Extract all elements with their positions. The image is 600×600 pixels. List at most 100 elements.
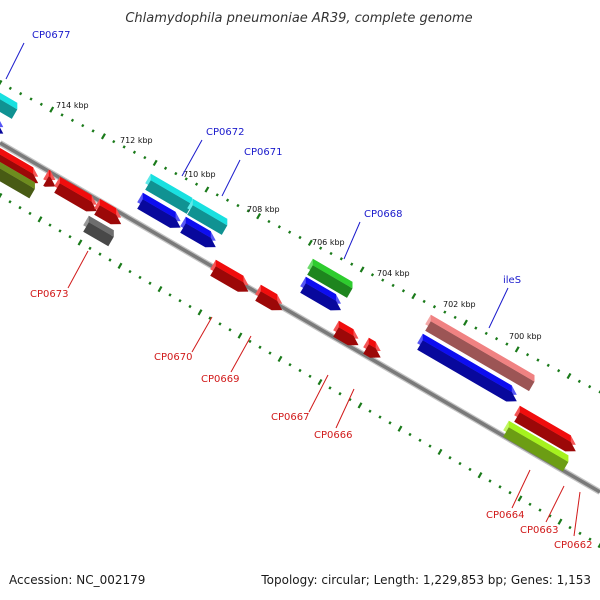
tick-mark [215,193,219,197]
tick-mark [381,278,385,282]
gene-arrow-side [210,266,249,292]
tick-mark [484,331,488,336]
tick-mark [178,299,182,303]
tick-mark [568,525,572,530]
tick-mark [432,305,437,309]
tick-mark [411,292,417,300]
tick-mark [163,166,168,170]
topology-summary: Topology: circular; Length: 1,229,853 bp… [261,573,591,587]
tick-mark [474,326,478,330]
tick-mark [188,304,192,309]
gene-arrow-face [215,259,244,283]
tick-mark [236,203,240,208]
tick-mark [194,182,199,186]
gene-arrow [514,405,576,452]
kbp-label: 708 kbp [247,205,280,214]
tick-mark [368,409,372,413]
tick-mark [548,514,552,518]
gene-arrow-side [0,99,18,119]
gene-label: CP0664 [486,510,524,521]
gene-features [0,92,576,472]
tick-mark [557,518,563,525]
tick-mark [197,309,203,316]
gene-arrow [503,420,569,472]
tick-mark [498,485,502,489]
tick-mark [117,262,123,269]
tick-mark [8,200,12,204]
tick-mark [378,415,382,419]
tick-mark [298,235,302,240]
upper-tick-track [0,79,600,394]
tick-mark [397,425,403,432]
tick-mark [18,205,22,210]
tick-mark [408,432,412,437]
tick-mark [152,159,158,167]
tick-mark [268,351,272,355]
tick-mark [370,273,375,277]
gene-arrow-side [0,127,4,134]
gene-arrow-side [145,180,193,214]
gene-arrow-side [514,412,576,452]
kbp-label: 700 kbp [509,332,542,341]
tick-mark [468,467,472,472]
gene-label: CP0667 [271,412,309,423]
gene-arrow [300,276,341,311]
tick-mark [258,345,262,349]
gene-arrow-face [99,198,117,215]
tick-mark [298,368,302,373]
gene-arrow-face [305,276,336,301]
gene-callout-line [221,159,241,197]
tick-mark [143,155,147,160]
tick-mark [19,91,23,96]
gene-arrow-side [83,222,114,247]
tick-mark [536,358,540,362]
gene-arrow-face [422,333,512,392]
tick-mark [578,531,582,536]
gene-arrow-side [187,205,228,235]
gene-arrow [94,198,122,225]
tick-mark [463,319,468,326]
gene-arrow-side [54,183,97,212]
tick-mark [566,372,572,380]
tick-mark [422,299,426,304]
tick-mark [228,328,232,332]
gene-arrow-face [0,161,35,189]
gene-arrow-face [430,314,535,382]
gene-callout-line [191,316,213,353]
gene-arrow [137,192,181,228]
gene-arrow [0,147,39,184]
gene-arrow-side [137,199,181,228]
gene-arrow-face [59,176,92,202]
gene-arrow [180,216,216,248]
tick-mark [49,106,55,113]
tick-mark [88,246,92,251]
gene-arrow-face [508,420,569,462]
tick-mark [428,444,432,448]
tick-mark [307,239,313,246]
tick-mark [339,257,343,261]
gene-arrow-side [503,427,569,472]
gene-arrow-side [43,176,56,187]
gene-arrow [210,259,249,292]
gene-label: CP0670 [154,352,192,363]
gene-callout-line [308,374,329,413]
gene-label: CP0666 [314,430,352,441]
tick-mark [357,402,363,409]
gene-arrow-face [88,215,114,237]
tick-mark [319,246,323,250]
tick-mark [277,225,281,229]
gene-arrow [307,258,353,298]
tick-mark [338,392,342,396]
gene-arrow [255,284,283,311]
tick-mark [505,342,509,346]
tick-mark [488,479,492,483]
tick-mark [138,275,142,280]
tick-mark [204,186,210,193]
tick-mark [70,118,75,122]
gene-callout-line [230,335,252,373]
tick-mark [443,310,447,314]
tick-mark [588,384,592,389]
tick-mark [132,150,137,154]
